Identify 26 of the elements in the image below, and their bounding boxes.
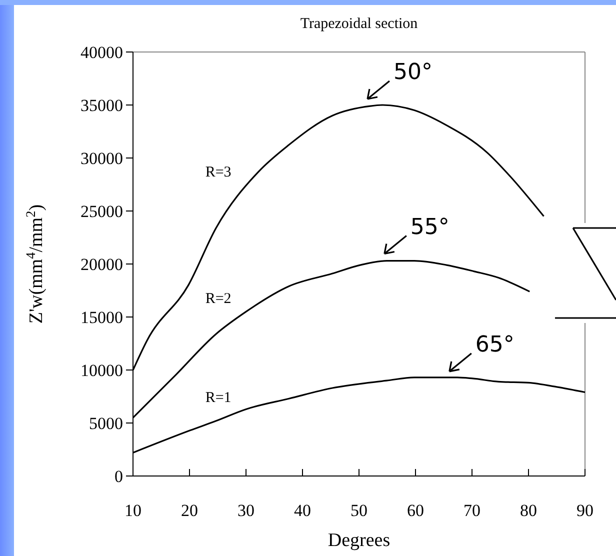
series-label: R=1 <box>205 390 232 406</box>
x-tick-label: 70 <box>464 501 480 520</box>
y-tick-label: 40000 <box>80 42 123 62</box>
x-tick-label: 60 <box>407 501 424 520</box>
chart-title: Trapezoidal section <box>300 16 418 32</box>
annotation: 65° <box>475 332 514 358</box>
series-label: R=3 <box>205 164 232 181</box>
y-tick-label: 15000 <box>80 308 123 327</box>
x-tick-label: 50 <box>350 501 368 520</box>
x-axis-title: Degrees <box>328 530 390 551</box>
series-label: R=2 <box>205 291 232 308</box>
annotation: 50° <box>393 60 432 85</box>
y-tick-label: 35000 <box>80 96 123 115</box>
y-tick-label: 30000 <box>80 148 123 168</box>
y-tick-label: 0 <box>114 466 123 486</box>
x-tick-label: 90 <box>576 501 594 520</box>
y-tick-label: 5000 <box>89 414 123 433</box>
x-tick-label: 80 <box>520 501 537 520</box>
x-tick-label: 10 <box>124 501 142 520</box>
x-tick-label: 20 <box>181 501 198 520</box>
x-tick-label: 30 <box>238 501 254 520</box>
x-tick-label: 40 <box>294 501 311 520</box>
y-tick-label: 20000 <box>80 254 123 274</box>
y-tick-label: 25000 <box>80 202 123 221</box>
annotation: 55° <box>410 214 450 240</box>
y-tick-label: 10000 <box>80 360 123 380</box>
